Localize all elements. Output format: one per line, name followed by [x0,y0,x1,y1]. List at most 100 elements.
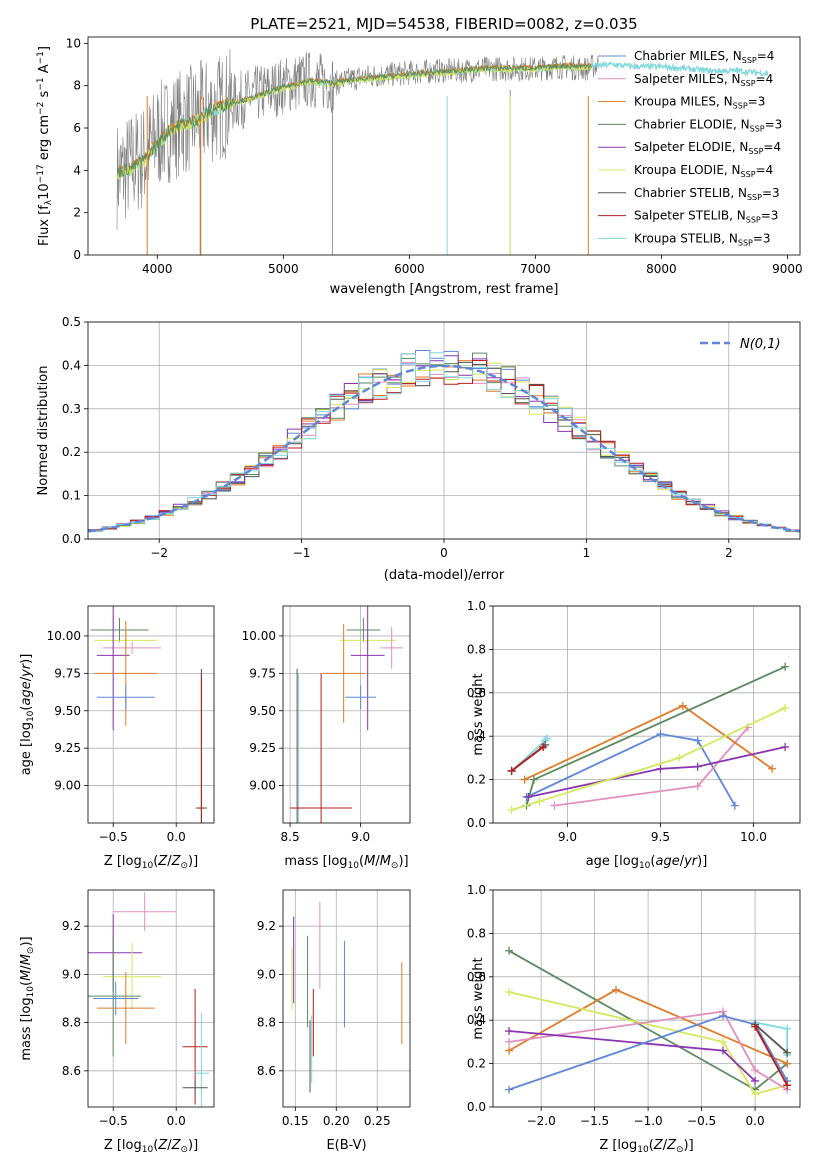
legend-text: =3 [748,95,766,109]
label-part: )] [684,1138,694,1153]
y-tick-label: 0.8 [467,642,486,656]
label-part: λ [44,199,54,205]
y-tick-label: 0.0 [467,816,486,830]
legend-sub: SSP [741,170,756,179]
legend-label: Kroupa MILES, NSSP=3 [634,95,765,111]
x-tick-label: 5000 [268,262,299,276]
legend-sub: SSP [741,79,756,88]
x-tick-label: 0.25 [364,1114,391,1128]
model-spectrum [116,63,593,180]
legend-text: Chabrier STELIB, N [634,186,747,200]
weight-marker [730,801,739,810]
x-tick-label: 4000 [142,262,173,276]
axes-frame [87,605,215,824]
weight-marker [768,764,777,773]
legend-sub: SSP [750,124,765,133]
label-part: / [167,1138,172,1153]
weight-series-1 [526,733,736,807]
weight-series-5 [508,1014,788,1091]
panel-weight-vs-age: 9.0 9.5 10.0 0.0 0.2 0.4 0.6 0.8 1.0 age [log10(a… [467,599,801,871]
legend-text: Chabrier ELODIE, N [634,117,750,131]
legend-sub: SSP [742,56,757,65]
x-tick-label: 9.0 [351,830,370,844]
observed-spectrum [116,49,599,230]
label-part: ⊙ [180,1145,188,1155]
weight-marker [751,1066,760,1075]
weight-marker [505,1046,514,1055]
weight-series-3 [524,704,773,781]
label-part: )] [188,1138,198,1153]
weight-marker [693,762,702,771]
legend-text: Kroupa ELODIE, N [634,163,741,177]
label-part: M [19,970,34,981]
weight-marker [693,782,702,791]
x-tick-label: −1 [293,546,311,560]
label-part: M [364,854,375,869]
weight-series-3 [508,1010,788,1091]
y-tick-label: 0.0 [467,1100,486,1114]
label-part: age [655,854,679,869]
weight-marker [505,1037,514,1046]
label-part: −1 [36,51,46,64]
plot-area [116,49,769,255]
x-axis-label: wavelength [Angstrom, rest frame] [330,282,559,297]
x-tick-label: 9.0 [558,830,577,844]
axes-frame [282,889,411,1108]
legend-text: Kroupa MILES, N [634,95,733,109]
weight-marker [539,743,548,752]
y-tick-label: 9.0 [62,967,81,981]
x-tick-label: 1 [583,546,591,560]
label-part: ( [19,981,34,986]
y-tick-label: 0.6 [467,686,486,700]
y-tick-label: 9.25 [249,741,276,755]
label-part: 10 [348,861,360,871]
label-part: ( [153,854,158,869]
axes-frame [492,889,801,1108]
label-part: mass [log [284,854,347,869]
x-tick-label: 2 [725,546,733,560]
weight-marker [718,1046,727,1055]
gaussian-reference [88,364,800,533]
weight-series-4 [508,1030,756,1082]
axes-frame [87,36,801,256]
x-tick-label: 0.0 [746,1114,765,1128]
y-tick-label: 9.25 [54,741,81,755]
axes-frame [492,605,801,824]
plot-area [88,892,209,1107]
y-axis-label: mass weight [471,673,486,755]
label-part: )] [188,854,198,869]
weight-series-8 [511,746,544,772]
legend-sub: SSP [748,147,763,156]
x-axis-label: Z [log10(Z/Z⊙)] [104,1138,198,1155]
grid [88,606,214,823]
legend-text: Salpeter MILES, N [634,72,741,86]
label-part: 10 [639,861,651,871]
x-tick-label: −1.5 [580,1114,609,1128]
weight-marker [781,743,790,752]
x-axis-label: Z [log10(Z/Z⊙)] [599,1138,693,1155]
legend-sub: SSP [747,193,762,202]
label-part: Z [157,1138,168,1153]
y-tick-label: 0.4 [467,1013,486,1027]
label-part: ( [359,854,364,869]
y-tick-label: 0.8 [467,926,486,940]
y-axis-label: Normed distribution [36,366,51,496]
x-axis-label: E(B-V) [326,1138,366,1153]
legend-text: Salpeter STELIB, N [634,209,746,223]
label-part: Z [157,854,168,869]
weight-marker [751,1076,760,1085]
y-tick-label: 9.75 [249,666,276,680]
x-tick-label: 6000 [394,262,425,276]
label-part: Z [171,854,182,869]
legend-text: Salpeter ELODIE, N [634,140,748,154]
legend-text: =3 [762,186,780,200]
weight-marker [520,775,529,784]
y-tick-label: 4 [73,163,81,177]
label-part: A [37,64,52,77]
label-part: 10 [637,1145,649,1155]
legend-text: =4 [757,49,775,63]
y-tick-label: 10 [66,36,81,50]
